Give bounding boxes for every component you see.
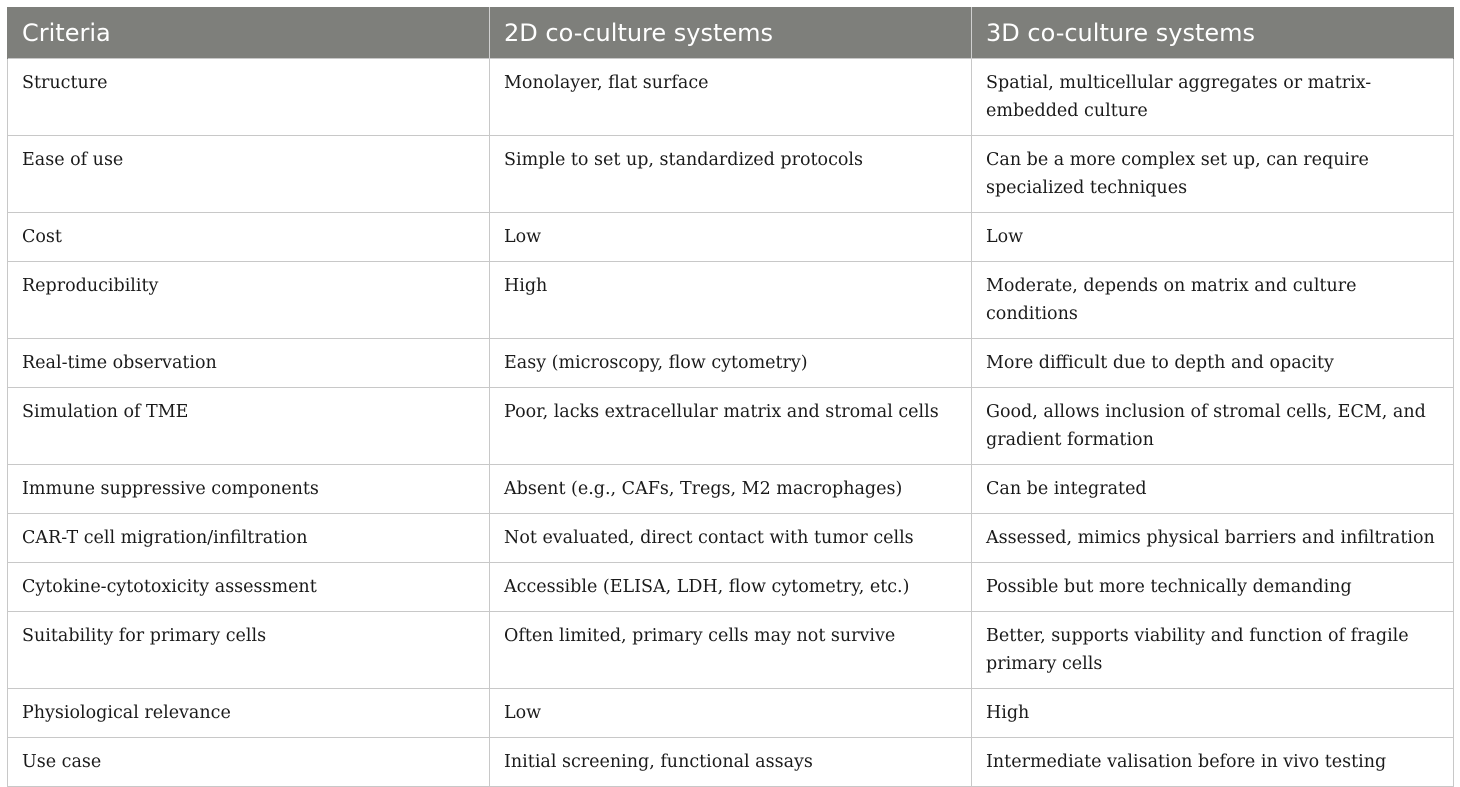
three-d-cell: Intermediate valisation before in vivo t…	[971, 737, 1454, 787]
two-d-cell: High	[489, 261, 972, 339]
header-row: Criteria 2D co-culture systems 3D co-cul…	[7, 7, 1454, 59]
two-d-cell: Accessible (ELISA, LDH, flow cytometry, …	[489, 562, 972, 612]
table-row: Simulation of TME Poor, lacks extracellul…	[7, 387, 1454, 465]
comparison-table: Criteria 2D co-culture systems 3D co-cul…	[7, 7, 1454, 787]
two-d-cell: Often limited, primary cells may not sur…	[489, 611, 972, 689]
table-row: Cytokine-cytotoxicity assessment Accessib…	[7, 562, 1454, 612]
header-2d-co-culture: 2D co-culture systems	[489, 7, 972, 59]
three-d-cell: Spatial, multicellular aggregates or mat…	[971, 58, 1454, 136]
three-d-cell: Can be integrated	[971, 464, 1454, 514]
table-row: Suitability for primary cells Often limit…	[7, 611, 1454, 689]
table-header: Criteria 2D co-culture systems 3D co-cul…	[7, 7, 1454, 59]
two-d-cell: Low	[489, 212, 972, 262]
table-row: Real-time observation Easy (microscopy, f…	[7, 338, 1454, 388]
table-row: Reproducibility High Moderate, depends on …	[7, 261, 1454, 339]
criteria-cell: Real-time observation	[7, 338, 490, 388]
table-row: Ease of use Simple to set up, standardize…	[7, 135, 1454, 213]
three-d-cell: Good, allows inclusion of stromal cells,…	[971, 387, 1454, 465]
two-d-cell: Poor, lacks extracellular matrix and str…	[489, 387, 972, 465]
two-d-cell: Simple to set up, standardized protocols	[489, 135, 972, 213]
three-d-cell: More difficult due to depth and opacity	[971, 338, 1454, 388]
table-row: CAR-T cell migration/infiltration Not eva…	[7, 513, 1454, 563]
two-d-cell: Not evaluated, direct contact with tumor…	[489, 513, 972, 563]
two-d-cell: Absent (e.g., CAFs, Tregs, M2 macrophage…	[489, 464, 972, 514]
three-d-cell: Moderate, depends on matrix and culture …	[971, 261, 1454, 339]
criteria-cell: Physiological relevance	[7, 688, 490, 738]
criteria-cell: Cytokine-cytotoxicity assessment	[7, 562, 490, 612]
three-d-cell: High	[971, 688, 1454, 738]
table-row: Use case Initial screening, functional as…	[7, 737, 1454, 787]
criteria-cell: Suitability for primary cells	[7, 611, 490, 689]
two-d-cell: Initial screening, functional assays	[489, 737, 972, 787]
criteria-cell: Cost	[7, 212, 490, 262]
two-d-cell: Monolayer, flat surface	[489, 58, 972, 136]
table-row: Immune suppressive components Absent (e.g…	[7, 464, 1454, 514]
three-d-cell: Possible but more technically demanding	[971, 562, 1454, 612]
three-d-cell: Can be a more complex set up, can requir…	[971, 135, 1454, 213]
three-d-cell: Assessed, mimics physical barriers and i…	[971, 513, 1454, 563]
table-body: Structure Monolayer, flat surface Spatial,…	[7, 58, 1454, 787]
criteria-cell: Simulation of TME	[7, 387, 490, 465]
criteria-cell: Use case	[7, 737, 490, 787]
table-row: Cost Low Low	[7, 212, 1454, 262]
criteria-cell: Reproducibility	[7, 261, 490, 339]
three-d-cell: Low	[971, 212, 1454, 262]
criteria-cell: Immune suppressive components	[7, 464, 490, 514]
criteria-cell: CAR-T cell migration/infiltration	[7, 513, 490, 563]
two-d-cell: Low	[489, 688, 972, 738]
criteria-cell: Structure	[7, 58, 490, 136]
comparison-table-container: Criteria 2D co-culture systems 3D co-cul…	[7, 7, 1454, 787]
table-row: Physiological relevance Low High	[7, 688, 1454, 738]
table-row: Structure Monolayer, flat surface Spatial,…	[7, 58, 1454, 136]
header-3d-co-culture: 3D co-culture systems	[971, 7, 1454, 59]
three-d-cell: Better, supports viability and function …	[971, 611, 1454, 689]
two-d-cell: Easy (microscopy, flow cytometry)	[489, 338, 972, 388]
header-criteria: Criteria	[7, 7, 490, 59]
criteria-cell: Ease of use	[7, 135, 490, 213]
